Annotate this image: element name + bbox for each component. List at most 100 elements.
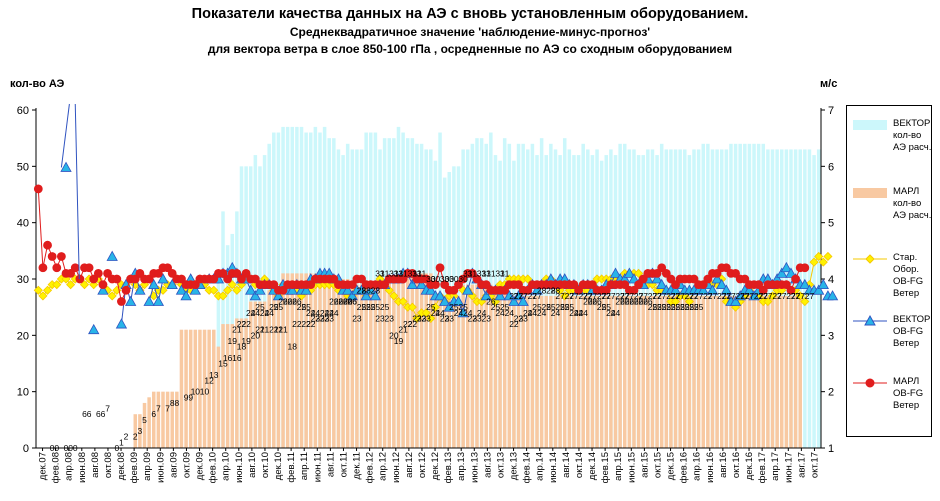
vector-count-label: 21 [398,325,408,335]
marl-count-label: 27 [518,291,528,301]
marl-count-bar [290,273,295,448]
marl-obfg-point [241,268,251,278]
marl-count-bar [262,301,267,448]
marl-count-bar [567,295,572,448]
vector-count-label: 26 [343,297,353,307]
marl-count-label: 2 [133,432,138,442]
marl-count-label: 27 [648,291,658,301]
marl-count-bar [535,295,539,448]
chart-title-block: Показатели качества данных на АЭ с вновь… [0,4,940,58]
marl-count-label: 28 [371,285,381,295]
marl-count-label: 0 [73,443,78,453]
x-tick-label: июн.13 [469,452,480,483]
marl-count-label: 31 [408,268,418,278]
vector-obfg-point [729,295,742,306]
marl-obfg-point [56,252,66,261]
x-tick-label: июн.16 [705,452,716,483]
legend-swatch [853,188,887,198]
marl-count-label: 27 [703,291,713,301]
vector-count-label: 23 [352,313,362,323]
x-tick-label: дек.13 [509,452,520,480]
vector-obfg-point [166,278,178,290]
marl-count-bar [184,329,188,448]
marl-count-label: 31 [500,268,510,278]
marl-obfg-point [357,274,366,284]
vector-count-label: 26 [625,297,635,307]
vector-obfg-point [124,295,137,306]
star-obfg-point [209,285,219,295]
marl-obfg-point [177,274,186,284]
marl-obfg-point [237,274,246,284]
vector-count-label: 24 [574,308,584,318]
vector-count-label: 24 [320,308,330,318]
marl-obfg-point [467,268,477,278]
marl-count-bar [586,295,590,448]
marl-obfg-point [89,274,99,284]
marl-obfg-point [70,263,80,273]
x-tick-label: фев.15 [600,452,611,483]
marl-count-bar [304,273,308,448]
right-tick-label: 6 [828,161,834,173]
vector-count-label: 24 [311,308,321,318]
vector-obfg-point [254,284,266,295]
x-tick-label: фев.11 [286,452,297,483]
marl-count-label: 23 [324,313,334,323]
marl-count-bar [447,295,452,448]
marl-count-label: 6 [87,409,92,419]
marl-obfg-point [754,280,764,290]
vector-obfg-spike [60,103,70,168]
marl-obfg-point [703,274,713,284]
vector-count-label: 21 [232,325,242,335]
marl-count-label: 27 [615,291,625,301]
marl-count-label: 18 [237,342,247,352]
vector-obfg-point [189,284,201,295]
x-tick-label: окт.14 [574,452,585,478]
vector-obfg-point [434,290,446,301]
marl-count-label: 27 [634,291,644,301]
x-tick-label: дек.16 [744,452,755,480]
star-obfg-point [389,291,399,301]
star-obfg-point [763,296,773,307]
x-tick-label: июн.15 [626,452,637,483]
marl-count-bar [165,391,170,448]
marl-count-bar [332,279,336,448]
vector-obfg-point [813,284,825,295]
star-obfg-point [107,291,117,301]
marl-count-bar [295,273,299,448]
right-tick-label: 1 [828,443,834,455]
vector-count-label: 25 [380,302,390,312]
x-tick-label: авг.15 [639,452,650,478]
marl-obfg-point [306,280,316,290]
marl-obfg-point [250,274,260,284]
vector-obfg-point [157,273,169,284]
marl-count-label: 0 [114,443,119,453]
x-tick-label: июн.12 [391,452,402,483]
marl-count-bar [387,279,392,448]
marl-count-bar [766,295,770,448]
x-tick-label: фев.10 [208,452,219,483]
vector-count-label: 25 [648,302,658,312]
vector-count-label: 24 [431,308,441,318]
marl-count-bar [526,295,530,448]
marl-obfg-point [93,268,103,278]
vector-obfg-point [97,284,109,295]
marl-count-bar [655,295,659,448]
marl-count-label: 27 [754,291,764,301]
marl-count-label: 27 [588,291,598,301]
marl-obfg-point [103,268,112,278]
marl-count-label: 27 [514,291,524,301]
vector-count-label: 26 [643,297,653,307]
star-obfg-point [684,296,694,307]
vector-count-label: 25 [371,302,381,312]
marl-obfg-point [786,285,796,295]
vector-count-label: 23 [421,313,431,323]
legend-swatch [853,314,887,326]
marl-count-bar [627,295,632,448]
vector-count-label: 23 [472,313,482,323]
vector-obfg-point [697,284,709,295]
marl-count-bar [724,295,729,448]
star-obfg-point [232,285,242,295]
vector-count-label: 25 [657,302,667,312]
marl-obfg-point [620,280,630,290]
marl-count-bar [133,414,138,448]
